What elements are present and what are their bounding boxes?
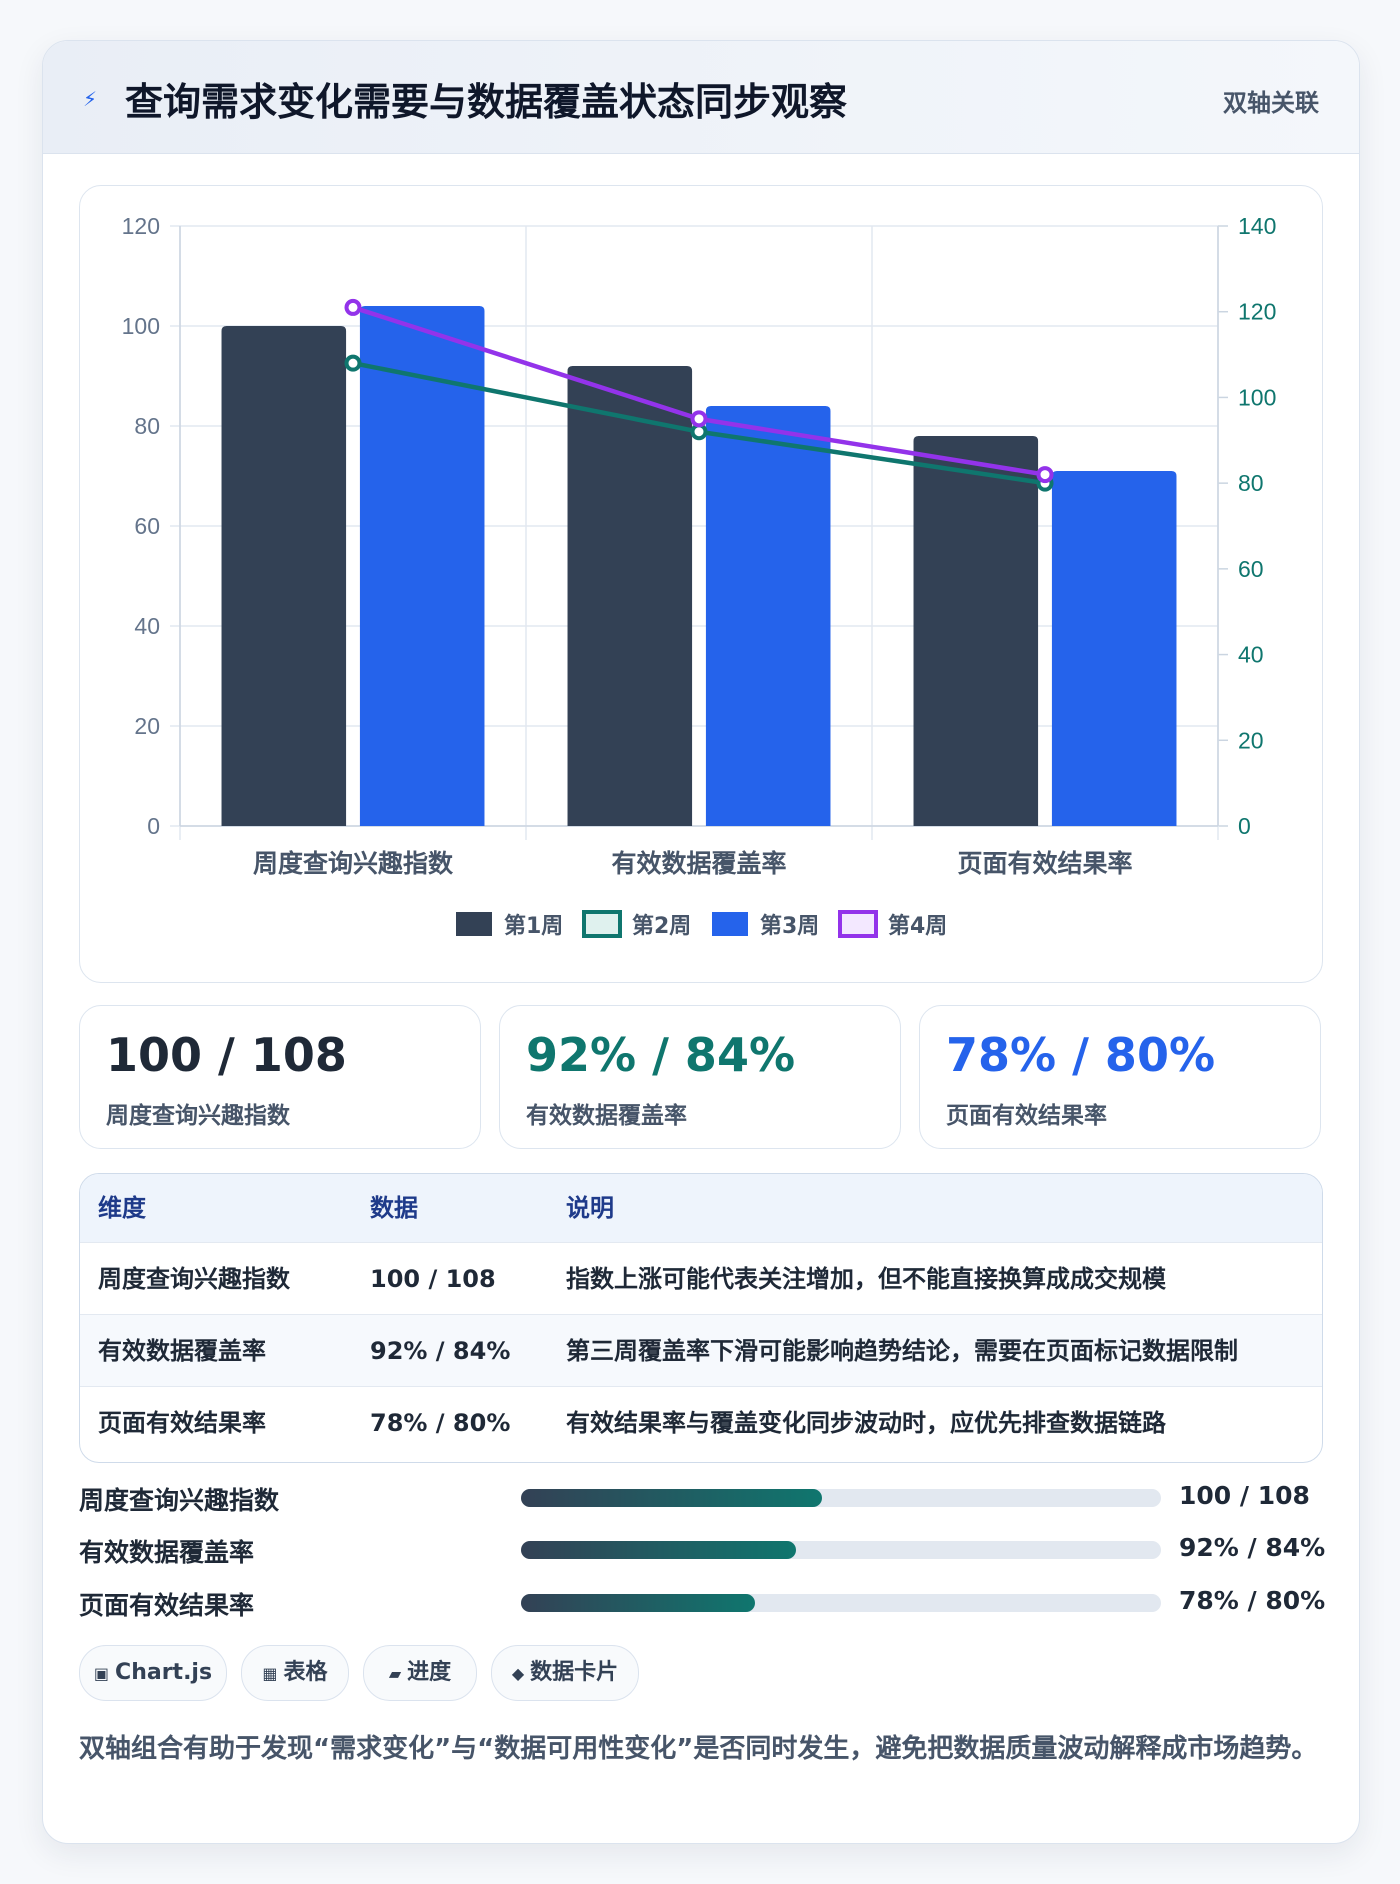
progress-label: 页面有效结果率 [79,1591,255,1620]
line-point-第2周 [344,354,362,372]
table-cell-description: 有效结果率与覆盖变化同步波动时，应优先排查数据链路 [566,1409,1166,1437]
kpi-value: 78% / 80% [946,1028,1216,1082]
progress-track [521,1489,1161,1507]
table-row: 周度查询兴趣指数 100 / 108 指数上涨可能代表关注增加，但不能直接换算成… [80,1242,1322,1315]
table-cell-data: 100 / 108 [370,1265,496,1293]
kpi-label: 周度查询兴趣指数 [106,1103,290,1129]
x-tick-label: 周度查询兴趣指数 [253,849,454,878]
y-right-tick-label: 60 [1238,556,1264,582]
progress-fill [521,1594,755,1612]
table-header-dimension: 维度 [98,1194,146,1222]
chart-icon: ▣ [93,1664,110,1683]
line-point-第4周 [690,410,708,428]
kpi-label: 有效数据覆盖率 [526,1103,687,1129]
chip-chartjs[interactable]: ▣ Chart.js [79,1645,227,1701]
table-cell-data: 78% / 80% [370,1409,511,1437]
bar-第1周 [913,436,1039,826]
progress-row-result-rate: 页面有效结果率 78% / 80% [79,1580,1359,1628]
data-table: 维度 数据 说明 周度查询兴趣指数 100 / 108 指数上涨可能代表关注增加… [79,1173,1323,1463]
table-cell-dimension: 周度查询兴趣指数 [98,1265,290,1293]
dual-axis-tag: 双轴关联 [1223,89,1319,117]
progress-fill [521,1489,822,1507]
y-right-tick-label: 140 [1238,213,1276,239]
table-header-row: 维度 数据 说明 [80,1174,1322,1242]
chip-label: 数据卡片 [530,1660,619,1685]
y-left-tick-label: 0 [147,813,160,839]
dual-axis-chart: 0 20 40 60 80 100 120 0 20 40 60 80 100 120 140 周度查询兴趣指… [122,213,1277,939]
chip-progress[interactable]: ▰ 进度 [363,1645,477,1701]
chip-label: Chart.js [115,1660,213,1685]
feature-chips: ▣ Chart.js ▦ 表格 ▰ 进度 ◆ 数据卡片 [79,1645,1319,1703]
kpi-card-query-index: 100 / 108 周度查询兴趣指数 [79,1005,481,1149]
progress-track [521,1594,1161,1612]
chip-label: 表格 [283,1660,328,1685]
table-cell-description: 第三周覆盖率下滑可能影响趋势结论，需要在页面标记数据限制 [566,1337,1238,1365]
legend-label: 第1周 [504,913,563,939]
chip-label: 进度 [407,1660,452,1685]
chart-container: 0 20 40 60 80 100 120 0 20 40 60 80 100 120 140 周度查询兴趣指… [79,185,1323,983]
kpi-card-coverage: 92% / 84% 有效数据覆盖率 [499,1005,901,1149]
line-point-第4周 [1036,466,1054,484]
progress-row-query-index: 周度查询兴趣指数 100 / 108 [79,1475,1359,1523]
y-left-tick-label: 120 [122,213,160,239]
x-tick-label: 页面有效结果率 [957,849,1132,878]
legend-swatch [712,912,748,936]
y-right-tick-label: 20 [1238,727,1264,753]
bar-第1周 [221,326,347,826]
footnote: 双轴组合有助于发现“需求变化”与“数据可用性变化”是否同时发生，避免把数据质量波… [79,1734,1318,1764]
y-left-tick-label: 100 [122,313,160,339]
legend-label: 第4周 [888,913,947,939]
progress-icon: ▰ [388,1664,402,1683]
progress-track [521,1541,1161,1559]
bar-第1周 [567,366,693,826]
table-cell-description: 指数上涨可能代表关注增加，但不能直接换算成成交规模 [566,1265,1166,1293]
page-title: 查询需求变化需要与数据覆盖状态同步观察 [125,80,848,124]
table-row: 页面有效结果率 78% / 80% 有效结果率与覆盖变化同步波动时，应优先排查数… [80,1386,1322,1459]
legend-label: 第3周 [760,913,819,939]
y-left-tick-label: 60 [134,513,160,539]
legend-swatch [456,912,492,936]
legend-label: 第2周 [632,913,691,939]
progress-value: 92% / 84% [1179,1533,1326,1562]
table-cell-dimension: 有效数据覆盖率 [98,1337,266,1365]
y-left-tick-label: 40 [134,613,160,639]
y-right-tick-label: 100 [1238,384,1276,410]
bar-第3周 [359,306,485,826]
bar-第3周 [705,406,831,826]
legend-swatch [838,910,878,938]
y-right-tick-label: 0 [1238,813,1251,839]
kpi-card-result-rate: 78% / 80% 页面有效结果率 [919,1005,1321,1149]
bolt-icon: ⚡ [83,87,98,111]
line-point-第4周 [344,298,362,316]
y-left-tick-label: 80 [134,413,160,439]
progress-fill [521,1541,797,1559]
progress-label: 有效数据覆盖率 [79,1538,255,1567]
chip-data-card[interactable]: ◆ 数据卡片 [491,1645,639,1701]
y-right-tick-label: 120 [1238,299,1276,325]
progress-label: 周度查询兴趣指数 [79,1486,280,1515]
progress-value: 100 / 108 [1179,1481,1310,1510]
card-header: ⚡ 查询需求变化需要与数据覆盖状态同步观察 双轴关联 [43,41,1359,154]
table-row: 有效数据覆盖率 92% / 84% 第三周覆盖率下滑可能影响趋势结论，需要在页面… [80,1314,1322,1387]
table-header-description: 说明 [566,1194,614,1222]
kpi-cards: 100 / 108 周度查询兴趣指数 92% / 84% 有效数据覆盖率 78%… [79,1005,1323,1149]
kpi-value: 92% / 84% [526,1028,796,1082]
kpi-value: 100 / 108 [106,1028,347,1082]
y-right-tick-label: 40 [1238,642,1264,668]
table-cell-data: 92% / 84% [370,1337,511,1365]
progress-value: 78% / 80% [1179,1586,1326,1615]
legend-swatch [582,910,622,938]
main-card: ⚡ 查询需求变化需要与数据覆盖状态同步观察 双轴关联 0 20 40 60 80 100 1… [42,40,1360,1844]
x-tick-label: 有效数据覆盖率 [611,849,786,878]
bar-第3周 [1051,471,1177,826]
table-header-data: 数据 [370,1194,418,1222]
kpi-label: 页面有效结果率 [946,1103,1107,1129]
y-right-tick-label: 80 [1238,470,1264,496]
table-icon: ▦ [262,1664,278,1683]
table-cell-dimension: 页面有效结果率 [98,1409,266,1437]
chip-table[interactable]: ▦ 表格 [241,1645,349,1701]
progress-row-coverage: 有效数据覆盖率 92% / 84% [79,1527,1359,1575]
diamond-icon: ◆ [511,1664,525,1683]
y-left-tick-label: 20 [134,713,160,739]
